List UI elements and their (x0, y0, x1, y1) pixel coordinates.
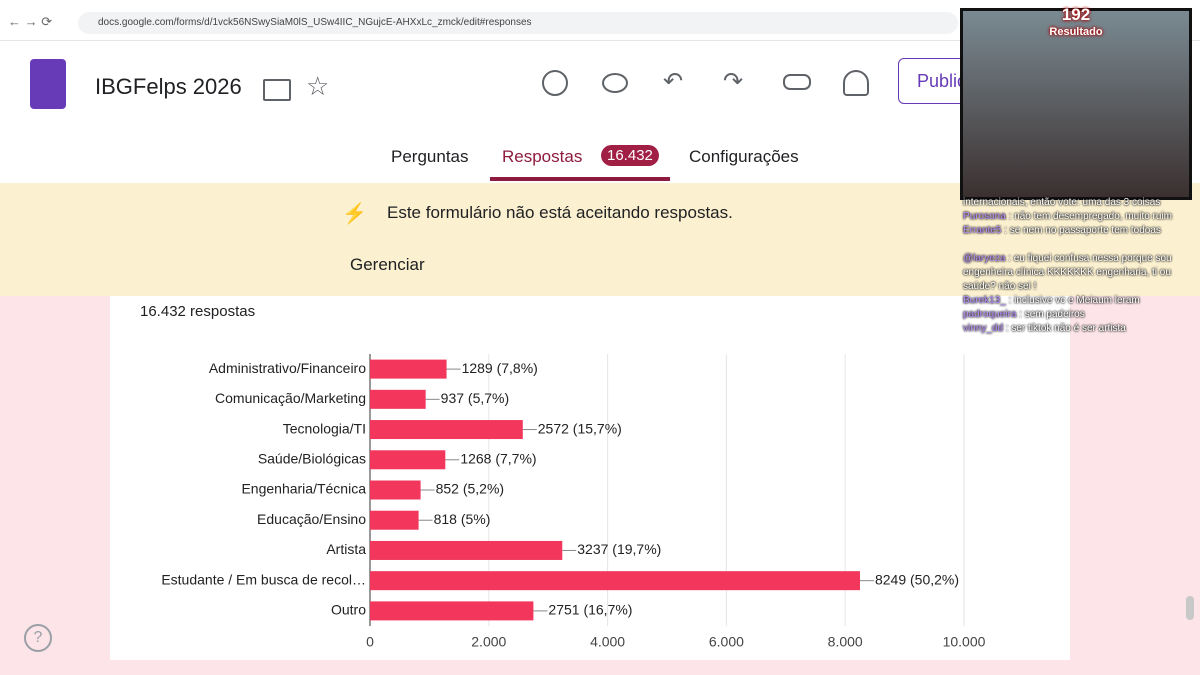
tab-indicator (490, 177, 670, 181)
undo-icon[interactable]: ↶ (663, 68, 684, 95)
score-caption: Resultado (1049, 26, 1103, 38)
data-label: 937 (5,7%) (441, 390, 509, 406)
x-tick-label: 4.000 (590, 634, 625, 650)
data-label: 852 (5,2%) (436, 481, 504, 497)
banner-message: Este formulário não está aceitando respo… (387, 203, 733, 222)
x-tick-label: 6.000 (709, 634, 744, 650)
bar (370, 420, 523, 440)
help-icon[interactable]: ? (24, 624, 52, 652)
data-label: 3237 (19,7%) (577, 541, 661, 557)
chat-user: @laryeza (963, 253, 1006, 264)
x-tick-label: 8.000 (828, 634, 863, 650)
webcam-overlay (960, 8, 1192, 200)
tab-settings[interactable]: Configurações (689, 147, 799, 166)
add-collaborator-icon[interactable] (843, 70, 869, 96)
data-label: 1289 (7,8%) (462, 360, 538, 376)
chat-message: Burek13_ : inclusive vc e Meiaum leram (963, 294, 1178, 308)
chat-text: internacionais, então vote: uma das 3 co… (963, 197, 1161, 208)
chat-message: Purosona : não tem desempregado, muito r… (963, 210, 1178, 224)
bar (370, 601, 534, 621)
chat-message: padroqueira : sem padeiros (963, 308, 1178, 322)
chat-message: Errante5 : se nem no passaporte tem todo… (963, 224, 1178, 238)
y-tick-label: Artista (326, 541, 366, 557)
url-box[interactable] (78, 12, 958, 34)
y-tick-label: Comunicação/Marketing (215, 390, 366, 406)
link-icon[interactable] (783, 74, 811, 90)
y-tick-label: Tecnologia/TI (283, 420, 366, 436)
chat-message: @laryeza : eu fiquei confusa nessa porqu… (963, 252, 1178, 294)
y-tick-label: Engenharia/Técnica (241, 481, 366, 497)
x-tick-label: 2.000 (471, 634, 506, 650)
chat-text: : eu fiquei confusa nessa porque sou eng… (963, 253, 1172, 292)
chat-text: : não tem desempregado, muito ruim (1005, 211, 1173, 222)
bar (370, 571, 860, 591)
bar (370, 450, 446, 470)
closed-banner: ⚡ Este formulário não está aceitando res… (0, 183, 1200, 296)
tab-questions[interactable]: Perguntas (391, 147, 469, 166)
responses-badge: 16.432 (601, 145, 659, 166)
data-label: 818 (5%) (434, 511, 491, 527)
chat-user: padroqueira (963, 309, 1017, 320)
score: 192 (1061, 5, 1091, 24)
x-tick-label: 0 (366, 634, 374, 650)
chat-text: : se nem no passaporte tem todoas (1001, 225, 1161, 236)
data-label: 2572 (15,7%) (538, 420, 622, 436)
tab-responses[interactable]: Respostas (502, 147, 583, 166)
chat-text: : ser tiktok não é ser artista (1003, 323, 1126, 334)
y-tick-label: Estudante / Em busca de recol… (161, 571, 366, 587)
bar (370, 510, 419, 530)
y-tick-label: Administrativo/Financeiro (209, 360, 366, 376)
bar (370, 480, 421, 500)
forms-logo[interactable] (30, 59, 66, 109)
data-label: 2751 (16,7%) (548, 602, 632, 618)
bar (370, 540, 563, 560)
y-tick-label: Outro (331, 602, 366, 618)
data-label: 1268 (7,7%) (460, 450, 536, 466)
preview-icon[interactable] (602, 73, 628, 93)
chat-user: vinny_dd (963, 323, 1004, 334)
chat-user: Burek13_ (963, 295, 1006, 306)
star-icon[interactable]: ☆ (306, 71, 330, 101)
scrollbar-thumb[interactable] (1186, 596, 1194, 620)
nav-buttons[interactable]: ← → ⟳ (8, 14, 53, 29)
bar (370, 359, 447, 379)
chat-text: : sem padeiros (1016, 309, 1085, 320)
bar (370, 389, 426, 409)
palette-icon[interactable] (542, 70, 568, 96)
chart-card: 16.432 respostas 0 2.000 4.000 6.000 8.000 10… (110, 296, 1070, 660)
y-tick-label: Educação/Ensino (257, 511, 366, 527)
chart: 0 2.000 4.000 6.000 8.000 10.000 Administrativ… (161, 354, 986, 650)
y-tick-label: Saúde/Biológicas (258, 450, 366, 466)
folder-icon[interactable] (263, 79, 291, 101)
manage-button[interactable]: Gerenciar (350, 255, 425, 274)
data-label: 8249 (50,2%) (875, 571, 959, 587)
chat-text: : inclusive vc e Meiaum leram (1005, 295, 1140, 306)
response-count: 16.432 respostas (140, 303, 256, 320)
chat-message: internacionais, então vote: uma das 3 co… (963, 196, 1178, 210)
form-title: IBGFelps 2026 (95, 74, 242, 99)
banner-icon: ⚡ (342, 203, 367, 225)
url: docs.google.com/forms/d/1vck56NSwySiaM0l… (98, 17, 532, 28)
chat-user: Errante5 (963, 225, 1002, 236)
chat-user: Purosona (963, 211, 1006, 222)
redo-icon[interactable]: ↷ (723, 68, 744, 95)
chat-message: vinny_dd : ser tiktok não é ser artista (963, 322, 1178, 336)
x-tick-label: 10.000 (943, 634, 986, 650)
